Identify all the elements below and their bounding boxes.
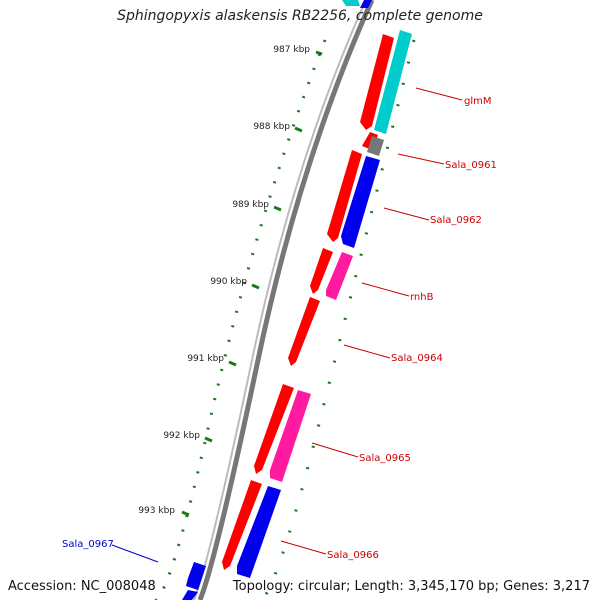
genome-backbone-highlight [193, 0, 367, 600]
gene-label-sala0962[interactable]: Sala_0962 [430, 215, 482, 226]
gene-glmM-cyan [374, 30, 412, 134]
gene-sala0961-gray [367, 136, 384, 156]
genome-backbone [197, 0, 375, 600]
gene-sala0966-red [222, 480, 262, 570]
gene-label-glmM[interactable]: glmM [464, 96, 492, 107]
gene-sala0962-red [327, 150, 362, 242]
gene-bottom-blue [182, 590, 198, 600]
gene-label-rnhB[interactable]: rnhB [410, 292, 434, 303]
gene-sala0967-blue [186, 562, 206, 590]
cds-features [222, 34, 394, 570]
kbp-label: 987 kbp [273, 45, 310, 55]
gene-label-sala0964[interactable]: Sala_0964 [391, 353, 443, 364]
kbp-label: 991 kbp [187, 354, 224, 364]
accession-text: Accession: NC_008048 [8, 579, 156, 594]
gene-label-sala0966[interactable]: Sala_0966 [327, 550, 379, 561]
gene-rnhB-magenta [326, 252, 353, 300]
gene-top-cyan [342, 0, 360, 6]
kbp-tick-marks [181, 50, 323, 517]
kbp-label: 989 kbp [232, 200, 269, 210]
gene-sala0965-red [254, 384, 294, 474]
kbp-label: 990 kbp [210, 277, 247, 287]
gene-label-sala0967[interactable]: Sala_0967 [62, 539, 114, 550]
map-title: Sphingopyxis alaskensis RB2256, complete… [117, 8, 483, 24]
kbp-label: 988 kbp [253, 122, 290, 132]
gene-glmM-red [360, 34, 394, 130]
gene-sala0964-red [288, 297, 320, 366]
reverse-features [182, 0, 412, 600]
label-leader-lines [111, 87, 463, 563]
tick-ring [150, 39, 327, 600]
kbp-label: 993 kbp [138, 506, 175, 516]
topology-text: Topology: circular; Length: 3,345,170 bp… [232, 579, 590, 594]
gene-sala0965-magenta [270, 390, 311, 482]
gene-sala0962-blue [341, 156, 380, 248]
gene-sala0966-blue [237, 486, 281, 578]
gene-label-sala0961[interactable]: Sala_0961 [445, 160, 497, 171]
kbp-label: 992 kbp [163, 431, 200, 441]
gene-sala0961-red [362, 132, 378, 150]
gene-rnhB-red [310, 248, 333, 294]
gene-top-blue [360, 0, 372, 8]
gene-label-sala0965[interactable]: Sala_0965 [359, 453, 411, 464]
